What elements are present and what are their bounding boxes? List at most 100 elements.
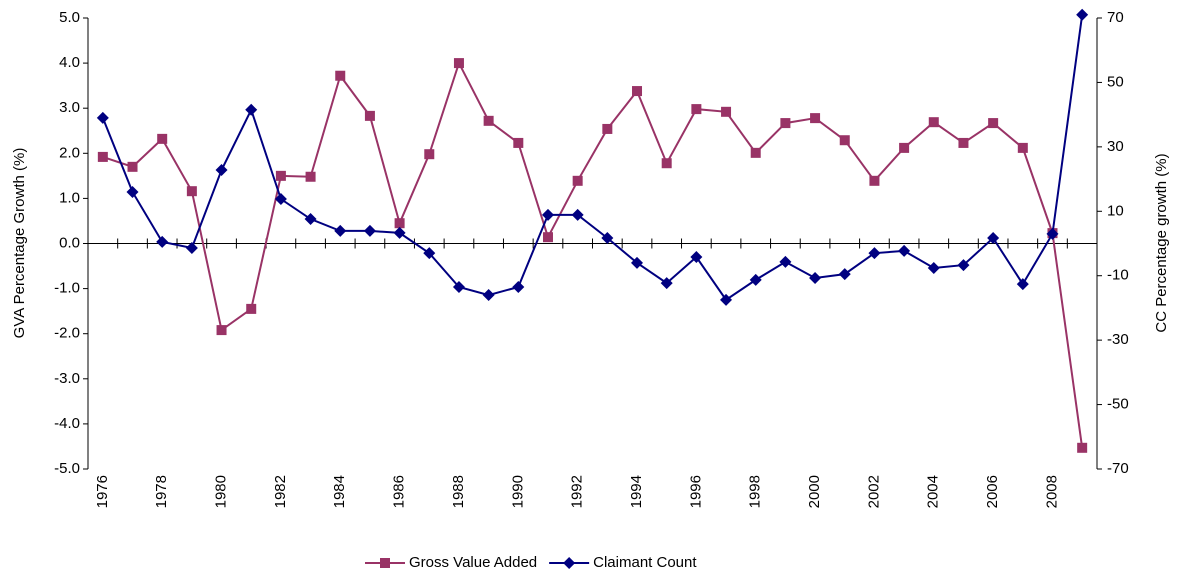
point — [750, 147, 761, 158]
point — [335, 70, 346, 81]
point — [393, 226, 406, 239]
point — [602, 123, 613, 134]
point — [779, 255, 792, 268]
y-tick-label: 4.0 — [59, 54, 80, 71]
y-tick-label: -1.0 — [54, 280, 80, 297]
point — [660, 277, 673, 290]
point — [423, 247, 436, 260]
y-tick-label: 2.0 — [59, 144, 80, 161]
point — [720, 293, 733, 306]
legend-item: Gross Value Added — [365, 554, 537, 571]
point — [868, 247, 881, 260]
point — [452, 280, 465, 293]
legend-label: Claimant Count — [593, 554, 697, 571]
series-line — [101, 14, 1084, 302]
x-tick-label: 1990 — [509, 475, 526, 508]
y-tick-label: -2.0 — [54, 325, 80, 342]
y-tick-label: 0.0 — [59, 234, 80, 251]
x-tick-label: 2008 — [1043, 475, 1060, 508]
point — [542, 232, 553, 243]
point — [661, 158, 672, 169]
point — [245, 103, 258, 116]
point — [869, 175, 880, 186]
x-tick-label: 1984 — [331, 475, 348, 508]
point — [749, 273, 762, 286]
x-tick-label: 1992 — [569, 475, 586, 508]
point — [927, 261, 940, 274]
point — [482, 289, 495, 302]
point — [572, 175, 583, 186]
point — [97, 151, 108, 162]
y2-tick-label: 10 — [1107, 202, 1124, 219]
point — [1046, 227, 1059, 240]
x-tick-label: 1978 — [153, 475, 170, 508]
point — [157, 133, 168, 144]
point — [988, 118, 999, 129]
x-tick-label: 2006 — [984, 475, 1001, 508]
point — [363, 224, 376, 237]
x-tick-label: 1998 — [747, 475, 764, 508]
point — [632, 86, 643, 97]
point — [958, 137, 969, 148]
point — [394, 218, 405, 229]
point — [1017, 142, 1028, 153]
legend-marker — [563, 557, 576, 569]
legend-item: Claimant Count — [549, 554, 697, 571]
y-axis-title: GVA Percentage Growth (%) — [11, 148, 28, 339]
y2-tick-label: 30 — [1107, 138, 1124, 155]
point — [334, 224, 347, 237]
point — [512, 280, 525, 293]
point — [690, 251, 703, 264]
point — [513, 137, 524, 148]
point — [780, 118, 791, 129]
x-tick-label: 2004 — [925, 475, 942, 508]
point — [721, 106, 732, 117]
point — [424, 149, 435, 160]
point — [541, 208, 554, 221]
point — [1076, 8, 1089, 21]
series-line — [102, 60, 1084, 448]
y2-tick-label: -30 — [1107, 331, 1129, 348]
point — [186, 186, 197, 197]
point — [483, 115, 494, 126]
point — [453, 58, 464, 69]
x-tick-label: 1982 — [272, 475, 289, 508]
y2-tick-label: -50 — [1107, 396, 1129, 413]
legend-label: Gross Value Added — [409, 554, 537, 571]
point — [304, 213, 317, 226]
x-tick-label: 1994 — [628, 475, 645, 508]
point — [571, 208, 584, 221]
point — [185, 242, 198, 255]
point — [1077, 442, 1088, 453]
point — [928, 117, 939, 128]
point — [1016, 278, 1029, 291]
point — [601, 232, 614, 245]
legend-marker — [380, 558, 390, 568]
x-tick-label: 1980 — [213, 475, 230, 508]
x-tick-label: 1976 — [94, 475, 111, 508]
point — [126, 185, 139, 198]
point — [215, 164, 228, 177]
y2-axis-title: CC Percentage growth (%) — [1153, 153, 1170, 332]
point — [839, 135, 850, 146]
y-tick-label: -4.0 — [54, 415, 80, 432]
point — [838, 268, 851, 281]
point — [810, 113, 821, 124]
y-tick-label: 5.0 — [59, 9, 80, 26]
point — [809, 271, 822, 284]
y2-tick-label: -70 — [1107, 460, 1129, 477]
point — [274, 193, 287, 206]
x-tick-label: 2000 — [806, 475, 823, 508]
point — [275, 170, 286, 181]
point — [987, 232, 1000, 245]
y-tick-label: 3.0 — [59, 99, 80, 116]
point — [898, 244, 911, 257]
point — [364, 110, 375, 121]
x-tick-label: 2002 — [865, 475, 882, 508]
point — [216, 325, 227, 336]
point — [305, 171, 316, 182]
point — [127, 161, 138, 172]
point — [631, 256, 644, 269]
y2-tick-label: -10 — [1107, 267, 1129, 284]
